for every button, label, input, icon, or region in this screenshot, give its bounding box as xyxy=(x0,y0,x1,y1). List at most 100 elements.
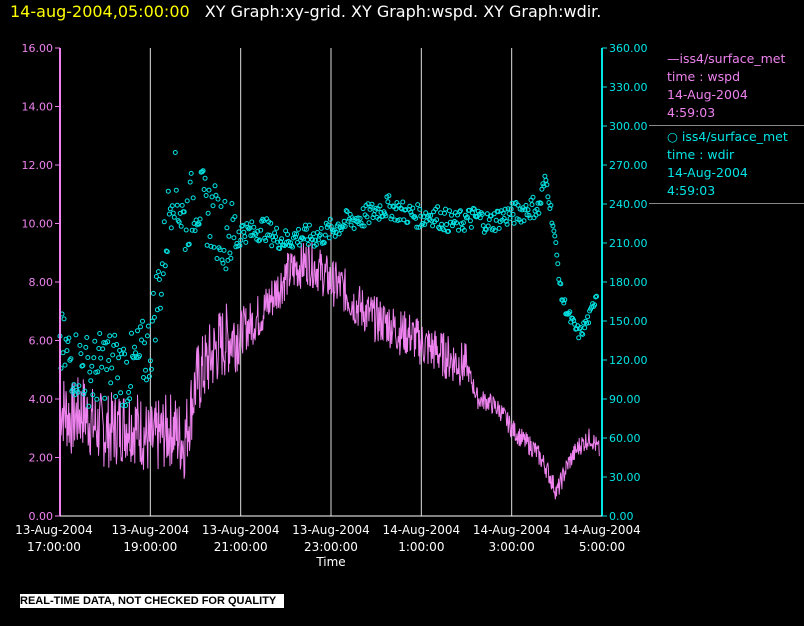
x-tick-time-2: 21:00:00 xyxy=(214,540,268,554)
wdir-point-267 xyxy=(322,232,328,238)
y-left-tick-8: 16.00 xyxy=(22,42,54,55)
x-tick-time-1: 19:00:00 xyxy=(123,540,177,554)
wdir-point-525 xyxy=(579,331,585,336)
wdir-point-187 xyxy=(243,239,249,245)
legend: —iss4/surface_met time : wspd 14-Aug-200… xyxy=(649,48,804,204)
wdir-point-182 xyxy=(238,237,244,243)
y-right-tick-5: 150.00 xyxy=(609,315,648,328)
wdir-point-168 xyxy=(224,225,230,231)
wdir-point-40 xyxy=(97,331,103,336)
wdir-point-87 xyxy=(143,377,149,383)
wdir-point-251 xyxy=(306,222,312,228)
wdir-point-112 xyxy=(168,225,174,231)
y-right-tick-1: 30.00 xyxy=(609,471,641,484)
wdir-point-41 xyxy=(98,355,104,361)
x-tick-date-3: 13-Aug-2004 xyxy=(292,523,370,537)
legend-entry-wspd[interactable]: —iss4/surface_met time : wspd 14-Aug-200… xyxy=(649,48,804,126)
wdir-point-412 xyxy=(466,207,472,213)
wdir-point-345 xyxy=(400,199,406,205)
x-tick-date-2: 13-Aug-2004 xyxy=(202,523,280,537)
wdir-point-89 xyxy=(145,323,151,329)
x-tick-date-1: 13-Aug-2004 xyxy=(112,523,190,537)
wdir-point-280 xyxy=(335,221,341,227)
wdir-point-116 xyxy=(172,150,178,155)
y-right-tick-12: 360.00 xyxy=(609,42,648,55)
wdir-point-272 xyxy=(327,216,333,222)
wdir-point-471 xyxy=(525,207,531,213)
wdir-point-47 xyxy=(104,367,110,373)
wdir-point-33 xyxy=(90,392,96,398)
wdir-point-167 xyxy=(223,266,229,272)
wdir-point-64 xyxy=(121,346,127,352)
title-date: 14-aug-2004,05:00:00 xyxy=(10,2,190,21)
wdir-point-383 xyxy=(438,210,444,216)
wdir-point-287 xyxy=(342,223,348,229)
wdir-point-130 xyxy=(186,241,192,247)
wdir-point-254 xyxy=(309,237,315,243)
wdir-point-170 xyxy=(226,233,232,239)
wdir-point-255 xyxy=(310,231,316,237)
wdir-point-368 xyxy=(423,210,429,216)
legend-wdir-date: 14-Aug-2004 xyxy=(667,165,748,180)
wdir-point-490 xyxy=(544,182,550,188)
wdir-point-67 xyxy=(124,359,130,365)
wdir-point-321 xyxy=(376,216,382,222)
wdir-point-91 xyxy=(147,358,153,364)
wdir-point-145 xyxy=(201,187,207,192)
wdir-point-134 xyxy=(190,195,196,201)
wdir-point-530 xyxy=(584,320,590,326)
wdir-point-413 xyxy=(467,218,473,224)
wdir-point-141 xyxy=(197,216,203,222)
wdir-point-296 xyxy=(351,226,357,231)
wdir-point-136 xyxy=(192,228,198,234)
wdir-point-51 xyxy=(108,380,114,386)
wdir-point-71 xyxy=(128,384,134,389)
wdir-point-61 xyxy=(118,390,124,396)
wdir-point-449 xyxy=(503,218,509,224)
wdir-point-26 xyxy=(83,344,89,350)
wdir-point-72 xyxy=(129,330,134,336)
wdir-point-155 xyxy=(211,244,217,250)
wdir-point-271 xyxy=(326,235,332,241)
wdir-point-78 xyxy=(135,328,140,334)
wdir-point-122 xyxy=(178,223,184,229)
wdir-point-100 xyxy=(156,277,162,282)
wdir-point-53 xyxy=(110,352,116,358)
wdir-point-328 xyxy=(383,213,389,219)
legend-entry-wdir[interactable]: ○ iss4/surface_met time : wdir 14-Aug-20… xyxy=(649,126,804,204)
wdir-point-82 xyxy=(139,337,144,343)
wdir-point-495 xyxy=(549,220,555,226)
wdir-point-105 xyxy=(161,219,167,225)
wdir-point-467 xyxy=(521,218,527,224)
wdir-point-95 xyxy=(151,314,157,320)
wdir-point-38 xyxy=(95,369,101,375)
wdir-point-218 xyxy=(274,225,280,231)
wdir-point-207 xyxy=(263,238,269,244)
x-tick-date-4: 14-Aug-2004 xyxy=(383,523,461,537)
wdir-point-66 xyxy=(123,403,129,408)
wdir-point-386 xyxy=(441,227,447,233)
wdir-point-374 xyxy=(429,218,435,224)
wdir-point-406 xyxy=(460,220,466,226)
wdir-point-475 xyxy=(529,202,535,208)
wdir-point-199 xyxy=(255,228,261,234)
wdir-point-358 xyxy=(413,215,419,221)
series-wspd xyxy=(59,240,600,500)
wdir-point-137 xyxy=(193,217,199,223)
wdir-point-286 xyxy=(341,218,347,224)
wdir-point-437 xyxy=(491,211,497,217)
y-left-tick-7: 14.00 xyxy=(22,101,54,114)
wdir-point-29 xyxy=(86,403,92,409)
wdir-point-30 xyxy=(87,369,93,375)
wdir-point-85 xyxy=(142,340,147,346)
wdir-point-453 xyxy=(507,215,513,221)
y-right-tick-3: 90.00 xyxy=(609,393,641,406)
wdir-point-201 xyxy=(257,237,263,243)
wdir-point-132 xyxy=(188,170,194,176)
wdir-point-106 xyxy=(162,263,168,269)
wdir-point-480 xyxy=(534,206,540,212)
wdir-point-56 xyxy=(113,394,119,399)
y-right-tick-11: 330.00 xyxy=(609,81,648,94)
wdir-point-92 xyxy=(148,366,154,372)
legend-wspd-variable: time : wspd xyxy=(667,69,741,84)
